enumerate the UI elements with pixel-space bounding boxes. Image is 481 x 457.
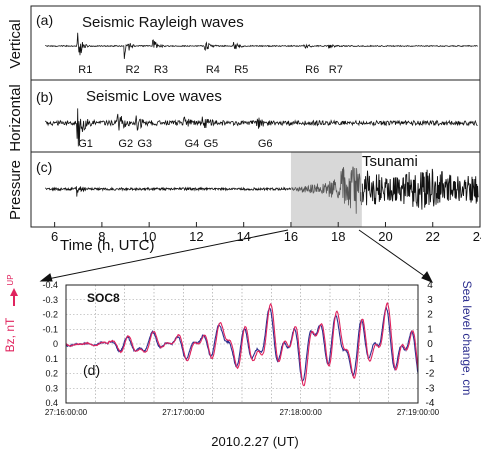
vertical-trace — [45, 32, 478, 59]
bz-tick-4: 0 — [53, 339, 58, 349]
connector-right-arrowhead — [421, 271, 434, 283]
bz-tick-2: -0.2 — [42, 310, 58, 320]
sea-tick-0: 4 — [427, 280, 433, 291]
bz-tick-0: -0.4 — [42, 280, 58, 290]
utc-tick-0: 27:16:00:00 — [45, 408, 88, 417]
time-axis-ticks: 6 8 10 12 14 16 18 20 22 24 — [51, 222, 481, 244]
tsunami-title: Tsunami — [362, 153, 418, 170]
pressure-trace-early — [44, 186, 292, 197]
rayleigh-title: Seismic Rayleigh waves — [82, 14, 244, 31]
left-axis-ticks: -0.4 -0.3 -0.2 -0.1 0 0.1 0.2 0.3 0.4 — [42, 280, 58, 408]
panel-frame-c — [30, 151, 481, 228]
sea-tick-7: -3 — [426, 383, 435, 394]
time-axis-label: Time (h, UTC) — [60, 237, 154, 254]
arrival-R1: R1 — [78, 64, 92, 76]
time-tick-18: 18 — [331, 229, 345, 244]
magnetometer-panel: -0.4 -0.3 -0.2 -0.1 0 0.1 0.2 0.3 0.4 4 3 2 1 0 -1 -2 -… — [3, 274, 474, 449]
arrival-R3: R3 — [154, 64, 168, 76]
sea-tick-6: -2 — [426, 369, 435, 380]
horizontal-ylabel: Horizontal — [7, 84, 24, 152]
utc-tick-2: 27:18:00:00 — [280, 408, 323, 417]
time-tick-12: 12 — [189, 229, 203, 244]
connector-right-line — [358, 229, 431, 281]
sea-tick-2: 2 — [427, 310, 433, 321]
sea-tick-5: -1 — [426, 354, 435, 365]
panel-frames — [30, 5, 481, 228]
bz-tick-6: 0.2 — [45, 369, 58, 379]
arrival-G5: G5 — [204, 138, 219, 150]
zoom-connector — [39, 229, 434, 283]
time-tick-20: 20 — [378, 229, 392, 244]
arrival-G1: G1 — [78, 138, 93, 150]
bz-tick-7: 0.3 — [45, 383, 58, 393]
connector-left-line — [42, 229, 289, 281]
bz-axis-label: Bz, nT — [3, 317, 17, 352]
up-label: UP — [6, 274, 15, 285]
date-axis-label: 2010.2.27 (UT) — [211, 434, 298, 449]
bz-tick-3: -0.1 — [42, 324, 58, 334]
arrival-R2: R2 — [126, 64, 140, 76]
time-tick-6: 6 — [51, 229, 58, 244]
bz-tick-8: 0.4 — [45, 398, 58, 408]
up-arrow-head — [10, 288, 18, 296]
bz-tick-5: 0.1 — [45, 354, 58, 364]
time-tick-22: 22 — [426, 229, 440, 244]
love-title: Seismic Love waves — [86, 88, 222, 105]
vertical-ylabel: Vertical — [7, 19, 24, 68]
utc-tick-1: 27:17:00:00 — [162, 408, 205, 417]
time-tick-8: 8 — [98, 229, 105, 244]
arrival-R4: R4 — [206, 64, 220, 76]
trace-group — [44, 32, 479, 214]
pressure-trace-late — [361, 168, 479, 210]
panel-c-label: (c) — [36, 159, 52, 175]
sea-level-axis-label: Sea level change, cm — [460, 281, 474, 396]
panel-b-label: (b) — [36, 89, 53, 105]
arrival-G6: G6 — [258, 138, 273, 150]
arrival-R5: R5 — [234, 64, 248, 76]
pressure-ylabel: Pressure — [7, 160, 24, 220]
time-tick-16: 16 — [284, 229, 298, 244]
arrival-G2: G2 — [118, 138, 133, 150]
bottom-traces — [65, 301, 419, 387]
soc8-label: SOC8 — [87, 291, 120, 305]
arrival-R6: R6 — [305, 64, 319, 76]
sea-tick-4: 0 — [427, 339, 433, 350]
bz-trace — [65, 301, 419, 387]
bz-tick-1: -0.3 — [42, 295, 58, 305]
time-tick-14: 14 — [236, 229, 250, 244]
right-axis-ticks: 4 3 2 1 0 -1 -2 -3 -4 — [426, 280, 435, 409]
sea-tick-8: -4 — [426, 398, 435, 409]
arrival-labels: R1 R2 R3 R4 R5 R6 R7 G1 G2 G3 G4 G5 G6 — [78, 64, 343, 150]
pressure-trace-tsunami — [291, 166, 363, 214]
panel-d-label: (d) — [83, 362, 100, 378]
time-tick-24: 24 — [473, 229, 481, 244]
panel-a-label: (a) — [36, 12, 53, 28]
arrival-R7: R7 — [329, 64, 343, 76]
arrival-G3: G3 — [137, 138, 152, 150]
sea-tick-3: 1 — [427, 324, 433, 335]
bottom-frame — [65, 284, 419, 404]
utc-tick-3: 27:19:00:00 — [397, 408, 440, 417]
arrival-G4: G4 — [185, 138, 200, 150]
sea-level-trace — [65, 306, 419, 382]
time-tick-10: 10 — [142, 229, 156, 244]
seismic-panels: R1 R2 R3 R4 R5 R6 R7 G1 G2 G3 G4 G5 G6 (a) (b) (c) S… — [7, 5, 481, 254]
connector-left-arrowhead — [39, 273, 53, 282]
bottom-time-ticks: 27:16:00:00 27:17:00:00 27:18:00:00 27:19:0… — [45, 408, 440, 417]
horizontal-trace — [45, 108, 478, 147]
sea-tick-1: 3 — [427, 295, 433, 306]
